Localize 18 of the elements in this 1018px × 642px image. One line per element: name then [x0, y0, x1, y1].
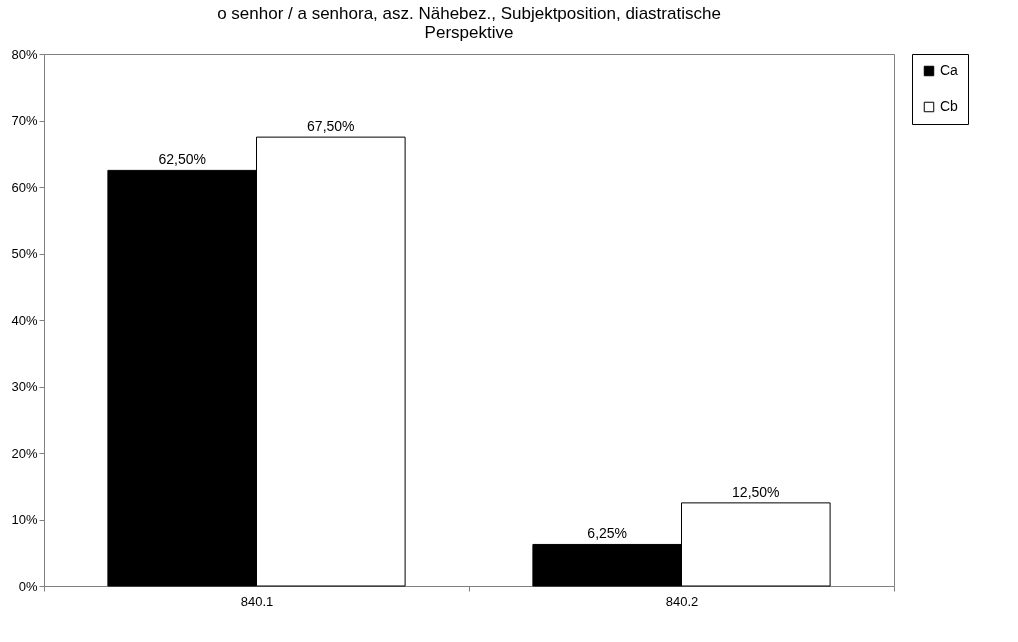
- x-tick-label: 840.2: [665, 593, 699, 609]
- y-tick-label: 80%: [11, 46, 38, 62]
- y-tick-label: 70%: [11, 113, 38, 128]
- legend-label: Ca: [940, 62, 959, 78]
- y-tick-label: 60%: [11, 179, 38, 195]
- data-label: 67,50%: [307, 118, 355, 135]
- y-tick-label: 50%: [11, 246, 38, 261]
- legend-label: Cb: [940, 98, 959, 114]
- y-tick-label: 40%: [11, 312, 38, 328]
- y-tick-label: 10%: [11, 512, 38, 527]
- x-tick-label: 840.1: [240, 593, 274, 609]
- data-label: 62,50%: [158, 151, 206, 168]
- data-label: 12,50%: [732, 483, 780, 500]
- chart-title: o senhor / a senhora, asz. Nähebez., Subjektposition, diastratische Perspektive: [217, 4, 721, 42]
- y-tick-label: 0%: [18, 578, 38, 594]
- y-tick-label: 30%: [11, 379, 38, 394]
- y-tick-label: 20%: [11, 445, 38, 461]
- data-label: 6,25%: [587, 525, 628, 542]
